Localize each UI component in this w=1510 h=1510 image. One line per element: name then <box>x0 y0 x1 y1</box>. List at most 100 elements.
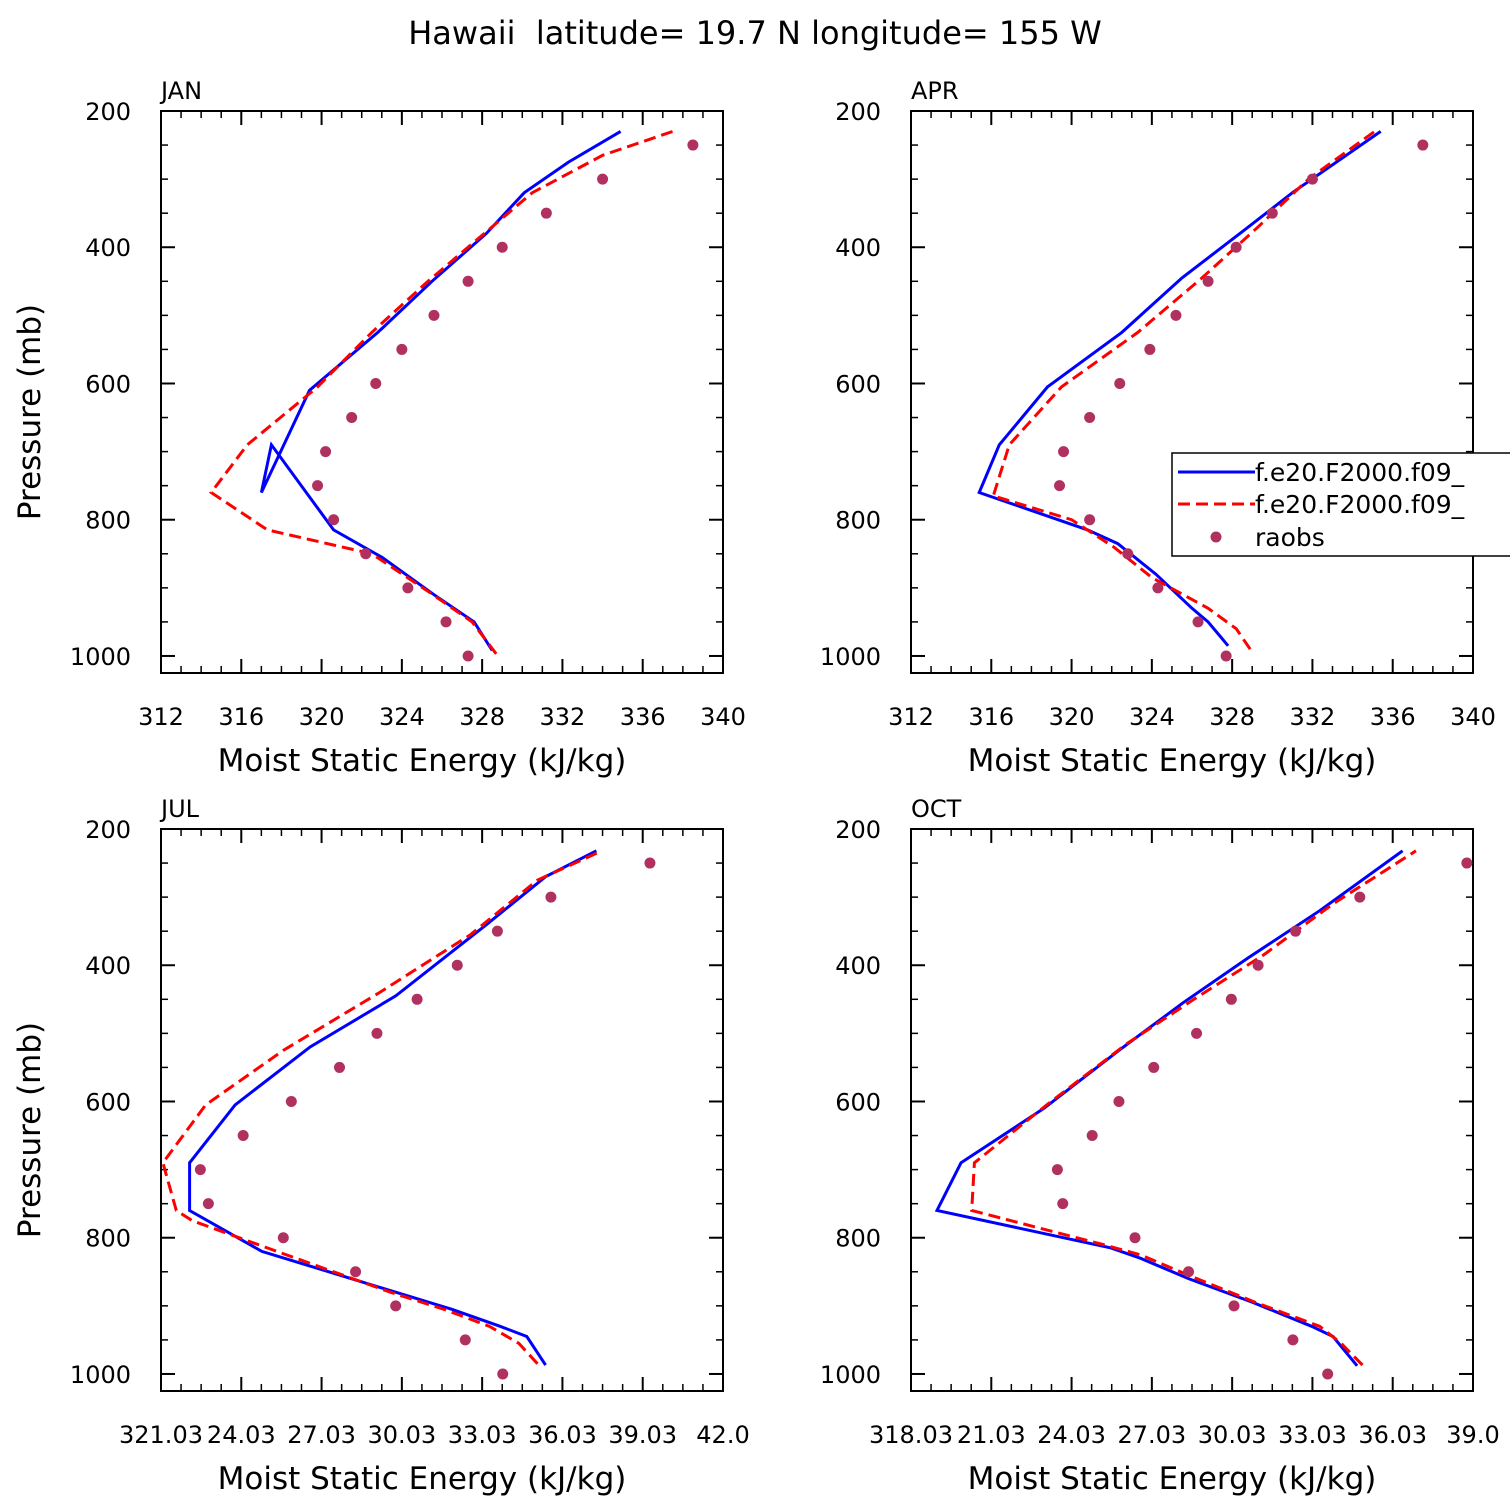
y-tick-label: 600 <box>835 1088 881 1116</box>
raobs-point <box>277 1232 289 1244</box>
panels-group: JAN 312 316 320 324 328 332 336 340 200 400 600 800 1… <box>12 77 1510 1497</box>
raobs-point <box>496 241 508 253</box>
series-line-dashed <box>209 129 674 655</box>
raobs-point <box>1228 1300 1240 1312</box>
y-tick-label: 400 <box>85 234 131 262</box>
raobs-point <box>194 1164 206 1176</box>
raobs-point <box>1051 1164 1063 1176</box>
x-tick-label: 30.03 <box>1198 1421 1267 1449</box>
x-tick-label: 320 <box>299 703 345 731</box>
x-tick-label: 42.0 <box>696 1421 749 1449</box>
y-tick-label: 1000 <box>820 1361 881 1389</box>
raobs-point <box>346 412 358 424</box>
panel-label: JUL <box>159 795 200 823</box>
legend-entry-label: f.e20.F2000.f09_ <box>1255 490 1465 519</box>
panel-label: JAN <box>159 77 202 105</box>
y-axis-label: Pressure (mb) <box>12 1022 48 1238</box>
raobs-point <box>1354 891 1366 903</box>
series-line-solid <box>977 130 1382 647</box>
raobs-point <box>285 1095 297 1107</box>
raobs-point <box>1152 582 1164 594</box>
raobs-point <box>459 1334 471 1346</box>
x-tick-label: 328 <box>1209 703 1255 731</box>
y-tick-label: 1000 <box>70 1361 131 1389</box>
raobs-point <box>396 343 408 355</box>
y-tick-label: 1000 <box>820 643 881 671</box>
y-axis-label: Pressure (mb) <box>12 304 48 520</box>
raobs-point <box>411 993 423 1005</box>
raobs-point <box>1114 377 1126 389</box>
legend-swatch-dot <box>1210 531 1222 543</box>
y-tick-label: 800 <box>85 1225 131 1253</box>
raobs-point <box>1122 548 1134 560</box>
legend: f.e20.F2000.f09_ f.e20.F2000.f09_raobs <box>1171 452 1510 557</box>
raobs-point <box>1129 1232 1141 1244</box>
x-tick-label: 328 <box>459 703 505 731</box>
raobs-point <box>312 480 324 492</box>
raobs-point <box>462 650 474 662</box>
raobs-point <box>1084 412 1096 424</box>
x-tick-label: 39.03 <box>608 1421 677 1449</box>
raobs-point <box>1084 514 1096 526</box>
x-axis-label: Moist Static Energy (kJ/kg) <box>218 1461 627 1497</box>
figure-title: Hawaii latitude= 19.7 N longitude= 155 W <box>408 14 1102 52</box>
x-tick-label: 39.0 <box>1446 1421 1499 1449</box>
x-axis-label: Moist Static Energy (kJ/kg) <box>218 743 627 779</box>
legend-box <box>1171 452 1510 557</box>
raobs-point <box>1058 446 1070 458</box>
x-tick-label: 24.03 <box>1037 1421 1106 1449</box>
raobs-point <box>1287 1334 1299 1346</box>
raobs-point <box>428 309 440 321</box>
x-tick-label: 340 <box>1450 703 1496 731</box>
raobs-point <box>1183 1266 1195 1278</box>
raobs-point <box>371 1027 383 1039</box>
raobs-point <box>1417 139 1429 151</box>
y-tick-label: 400 <box>85 952 131 980</box>
raobs-point <box>1266 207 1278 219</box>
plot-frame <box>910 828 1474 1392</box>
x-axis-label: Moist Static Energy (kJ/kg) <box>968 1461 1377 1497</box>
x-tick-label: 312 <box>138 703 184 731</box>
series-line-dashed <box>991 130 1376 651</box>
raobs-point <box>1144 343 1156 355</box>
raobs-point <box>1170 309 1182 321</box>
y-tick-label: 400 <box>835 234 881 262</box>
x-tick-label: 316 <box>968 703 1014 731</box>
raobs-point <box>491 925 503 937</box>
raobs-point <box>1252 959 1264 971</box>
x-axis-label: Moist Static Energy (kJ/kg) <box>968 743 1377 779</box>
x-tick-label: 24.03 <box>207 1421 276 1449</box>
raobs-point <box>462 275 474 287</box>
x-tick-label: 33.03 <box>1278 1421 1347 1449</box>
series-line-dashed <box>970 849 1417 1367</box>
x-tick-label: 340 <box>700 703 746 731</box>
raobs-point <box>1191 1027 1203 1039</box>
y-tick-label: 800 <box>85 507 131 535</box>
raobs-point <box>1086 1130 1098 1142</box>
raobs-point <box>350 1266 362 1278</box>
y-tick-label: 600 <box>85 1088 131 1116</box>
raobs-point <box>390 1300 402 1312</box>
raobs-point <box>1202 275 1214 287</box>
raobs-point <box>497 1368 509 1380</box>
raobs-point <box>237 1130 249 1142</box>
y-tick-label: 600 <box>85 370 131 398</box>
x-tick-label: 332 <box>540 703 586 731</box>
raobs-point <box>202 1198 214 1210</box>
y-tick-label: 200 <box>835 98 881 126</box>
x-tick-label: 320 <box>1049 703 1095 731</box>
x-tick-label: 36.03 <box>528 1421 597 1449</box>
x-tick-label: 316 <box>218 703 264 731</box>
raobs-point <box>1290 925 1302 937</box>
series-line-solid <box>259 130 622 652</box>
raobs-point <box>1057 1198 1069 1210</box>
raobs-point <box>370 377 382 389</box>
series-line-dashed <box>161 849 603 1365</box>
raobs-point <box>402 582 414 594</box>
panel-label: APR <box>911 77 959 105</box>
raobs-point <box>644 857 656 869</box>
plot-frame <box>910 110 1474 674</box>
y-tick-label: 800 <box>835 507 881 535</box>
x-tick-label: 27.03 <box>1117 1421 1186 1449</box>
